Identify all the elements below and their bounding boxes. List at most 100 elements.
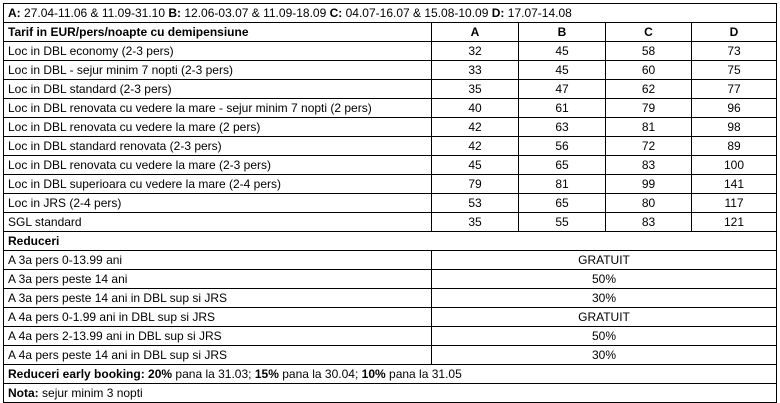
price-cell: 83 bbox=[605, 155, 692, 175]
period-dates: 27.04-11.06 & 11.09-31.10 bbox=[24, 5, 166, 20]
reduction-label: A 3a pers 0-13.99 ani bbox=[3, 250, 432, 270]
table-row: A 4a pers peste 14 ani in DBL sup si JRS… bbox=[3, 345, 778, 365]
price-cell: 98 bbox=[690, 117, 778, 137]
room-cell: Loc in DBL renovata cu vedere la mare - … bbox=[3, 98, 432, 118]
table-row: A 3a pers peste 14 ani in DBL sup si JRS… bbox=[3, 288, 778, 308]
table-row: Loc in JRS (2-4 pers) 53 65 80 117 bbox=[3, 193, 778, 213]
period-label: D: bbox=[491, 5, 505, 20]
room-cell: Loc in DBL renovata cu vedere la mare (2… bbox=[3, 117, 432, 137]
price-cell: 80 bbox=[605, 193, 692, 213]
header-cell: A bbox=[431, 22, 519, 42]
price-cell: 47 bbox=[518, 79, 606, 99]
header-text: A bbox=[470, 24, 480, 39]
price-cell: 62 bbox=[605, 79, 692, 99]
price-cell: 60 bbox=[605, 60, 692, 80]
reduction-value: 50% bbox=[430, 269, 778, 289]
early-booking-percent: 20% bbox=[148, 366, 173, 381]
price-cell: 56 bbox=[518, 136, 606, 156]
reduction-label: A 3a pers peste 14 ani bbox=[3, 269, 432, 289]
table-row: Loc in DBL - sejur minim 7 nopti (2-3 pe… bbox=[3, 60, 778, 80]
header-text: B bbox=[557, 24, 567, 39]
price-cell: 100 bbox=[690, 155, 778, 175]
header-cell: Tarif in EUR/pers/noapte cu demipensiune bbox=[3, 22, 432, 42]
reduction-value: 30% bbox=[430, 345, 778, 365]
note-text: sejur minim 3 nopti bbox=[42, 385, 143, 400]
table-row: A 4a pers 2-13.99 ani in DBL sup si JRS 5… bbox=[3, 326, 778, 346]
room-cell: Loc in DBL superioara cu vedere la mare … bbox=[3, 174, 432, 194]
table-row: A 4a pers 0-1.99 ani in DBL sup si JRS GR… bbox=[3, 307, 778, 327]
table-row: Nota: sejur minim 3 nopti bbox=[2, 383, 778, 403]
note-cell: Nota: sejur minim 3 nopti bbox=[2, 383, 778, 403]
period-dates: 12.06-03.07 & 11.09-18.09 bbox=[184, 5, 327, 20]
price-cell: 61 bbox=[518, 98, 606, 118]
price-cell: 121 bbox=[690, 212, 778, 232]
table-row: Reduceri bbox=[2, 231, 778, 251]
price-cell: 79 bbox=[605, 98, 692, 118]
table-row: Loc in DBL renovata cu vedere la mare - … bbox=[3, 98, 778, 118]
reduction-label: A 4a pers 2-13.99 ani in DBL sup si JRS bbox=[3, 326, 432, 346]
price-cell: 35 bbox=[431, 212, 519, 232]
price-cell: 75 bbox=[690, 60, 778, 80]
periods-cell: A: 27.04-11.06 & 11.09-31.10 B: 12.06-03… bbox=[2, 3, 778, 23]
early-booking-text: pana la 31.03; bbox=[175, 366, 252, 381]
early-booking-percent: 10% bbox=[361, 366, 386, 381]
reduction-label: A 4a pers 0-1.99 ani in DBL sup si JRS bbox=[3, 307, 432, 327]
reduction-label: A 3a pers peste 14 ani in DBL sup si JRS bbox=[3, 288, 432, 308]
period-label: B: bbox=[168, 5, 182, 20]
table-row: A 3a pers 0-13.99 ani GRATUIT bbox=[3, 250, 778, 270]
table-row: Loc in DBL renovata cu vedere la mare (2… bbox=[3, 117, 778, 137]
period-dates: 17.07-14.08 bbox=[507, 5, 572, 20]
table-row: Loc in DBL standard (2-3 pers) 35 47 62 77 bbox=[3, 79, 778, 99]
price-cell: 77 bbox=[690, 79, 778, 99]
price-cell: 117 bbox=[690, 193, 778, 213]
table-row: Tarif in EUR/pers/noapte cu demipensiune… bbox=[3, 22, 778, 42]
price-cell: 79 bbox=[431, 174, 519, 194]
price-cell: 45 bbox=[518, 60, 606, 80]
price-cell: 40 bbox=[431, 98, 519, 118]
price-cell: 141 bbox=[690, 174, 778, 194]
room-cell: SGL standard bbox=[3, 212, 432, 232]
price-cell: 55 bbox=[518, 212, 606, 232]
price-cell: 65 bbox=[518, 155, 606, 175]
header-text: Tarif in EUR/pers/noapte cu demipensiune bbox=[8, 24, 249, 39]
price-cell: 73 bbox=[690, 41, 778, 61]
table-row: Loc in DBL economy (2-3 pers) 32 45 58 73 bbox=[3, 41, 778, 61]
room-cell: Loc in DBL renovata cu vedere la mare (2… bbox=[3, 155, 432, 175]
price-cell: 83 bbox=[605, 212, 692, 232]
header-cell: C bbox=[605, 22, 692, 42]
table-row: A: 27.04-11.06 & 11.09-31.10 B: 12.06-03… bbox=[2, 3, 778, 23]
price-cell: 65 bbox=[518, 193, 606, 213]
room-cell: Loc in DBL standard (2-3 pers) bbox=[3, 79, 432, 99]
price-cell: 32 bbox=[431, 41, 519, 61]
price-table: A: 27.04-11.06 & 11.09-31.10 B: 12.06-03… bbox=[2, 3, 778, 403]
price-cell: 58 bbox=[605, 41, 692, 61]
room-cell: Loc in DBL economy (2-3 pers) bbox=[3, 41, 432, 61]
price-cell: 96 bbox=[690, 98, 778, 118]
room-cell: Loc in DBL standard renovata (2-3 pers) bbox=[3, 136, 432, 156]
room-cell: Loc in JRS (2-4 pers) bbox=[3, 193, 432, 213]
early-booking-cell: Reduceri early booking: 20% pana la 31.0… bbox=[2, 364, 778, 384]
reduction-value: 50% bbox=[430, 326, 778, 346]
table-row: Reduceri early booking: 20% pana la 31.0… bbox=[2, 364, 778, 384]
reduction-value: 30% bbox=[430, 288, 778, 308]
header-text: C bbox=[644, 24, 653, 39]
price-cell: 33 bbox=[431, 60, 519, 80]
price-cell: 63 bbox=[518, 117, 606, 137]
price-cell: 81 bbox=[518, 174, 606, 194]
room-cell: Loc in DBL - sejur minim 7 nopti (2-3 pe… bbox=[3, 60, 432, 80]
period-label: C: bbox=[329, 5, 343, 20]
price-cell: 42 bbox=[431, 136, 519, 156]
price-cell: 99 bbox=[605, 174, 692, 194]
early-booking-text: pana la 30.04; bbox=[282, 366, 359, 381]
price-cell: 45 bbox=[431, 155, 519, 175]
table-wrapper: A: 27.04-11.06 & 11.09-31.10 B: 12.06-03… bbox=[2, 3, 778, 403]
price-cell: 72 bbox=[605, 136, 692, 156]
price-cell: 53 bbox=[431, 193, 519, 213]
header-text: D bbox=[729, 24, 739, 39]
early-booking-percent: 15% bbox=[254, 366, 279, 381]
reduction-value: GRATUIT bbox=[430, 307, 778, 327]
price-cell: 45 bbox=[518, 41, 606, 61]
price-cell: 35 bbox=[431, 79, 519, 99]
period-label: A: bbox=[8, 5, 21, 20]
